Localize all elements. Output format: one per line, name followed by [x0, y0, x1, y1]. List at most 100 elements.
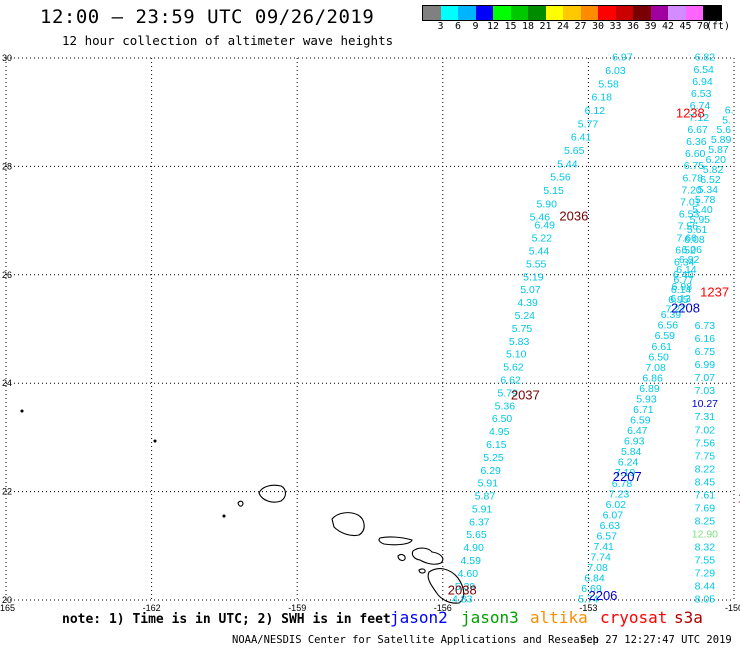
lat-tick-label: 22 — [2, 487, 12, 497]
wave-height-value: 5.62 — [503, 362, 524, 374]
map-subtitle: 12 hour collection of altimeter wave hei… — [62, 33, 394, 48]
wave-height-value: 5.87 — [475, 491, 496, 503]
wave-height-value: 7.69 — [695, 502, 716, 514]
wave-height-value: 5.83 — [509, 336, 530, 348]
islet-1 — [20, 409, 24, 413]
legend-tick: 39 — [644, 21, 657, 32]
wave-height-value: 5.19 — [523, 271, 544, 283]
wave-height-value: 5.75 — [512, 323, 533, 335]
footnote: note: 1) Time is in UTC; 2) SWH is in fe… — [62, 612, 391, 627]
wave-height-value: 8.45 — [695, 476, 716, 488]
satellite-s3a: s3a — [674, 608, 703, 627]
wave-height-value: 6.62 — [500, 374, 521, 386]
wave-height-value: 10.27 — [692, 398, 718, 410]
wave-height-value: 8.05 — [695, 594, 716, 606]
pass-time-label: 2037 — [511, 387, 540, 402]
wave-height-value: 6.15 — [486, 439, 507, 451]
islet-3 — [222, 514, 226, 518]
wave-height-value: 6.47 — [627, 425, 648, 437]
wave-height-value: 6.69 — [581, 583, 602, 595]
wave-height-value: 5.15 — [543, 185, 564, 197]
wave-height-value: 5.36 — [495, 400, 516, 412]
wave-height-value: 6.77 — [674, 274, 695, 286]
lat-tick-label: 28 — [2, 161, 12, 171]
wave-height-value: 6.71 — [633, 404, 654, 416]
wave-height-value: 6.60 — [685, 148, 706, 160]
satellite-jason2: jason2 — [390, 608, 448, 627]
wave-height-value: 6.39 — [661, 309, 682, 321]
satellite-jason3: jason3 — [461, 608, 519, 627]
legend-swatch — [668, 6, 686, 20]
wave-height-value: 6.82 — [695, 52, 716, 64]
wave-height-value: 6.97 — [612, 52, 633, 64]
wave-height-value: 5.77 — [578, 118, 599, 130]
legend-tick: 3 — [437, 21, 444, 32]
lon-tick-label: -165 — [0, 603, 15, 613]
wave-height-value: 6.29 — [480, 465, 501, 477]
wave-height-value: 4.39 — [517, 297, 538, 309]
wave-height-value: 6.07 — [603, 509, 624, 521]
wave-height-value: 5.40 — [692, 204, 713, 216]
wave-height-value: 4.60 — [458, 568, 479, 580]
wave-height-value: 7.29 — [695, 568, 716, 580]
wave-height-value: 6.57 — [597, 530, 618, 542]
legend-tick: 9 — [472, 21, 479, 32]
wave-height-value: 6.84 — [584, 573, 605, 585]
legend-tick: 24 — [556, 21, 570, 32]
wave-height-value: 6.50 — [648, 351, 669, 363]
legend-swatch — [528, 6, 546, 20]
wave-height-value: 6.41 — [571, 132, 592, 144]
wave-height-value: 6.12 — [585, 105, 606, 117]
lon-tick-label: -150 — [725, 603, 740, 613]
wave-height-value: 6.75 — [695, 346, 716, 358]
wave-height-value: 6.50 — [492, 413, 513, 425]
pass-time-label: 1237 — [700, 284, 729, 299]
wave-height-value: 7.08 — [645, 362, 666, 374]
island-oahu — [331, 512, 365, 537]
wave-height-value: 5.89 — [711, 134, 732, 146]
wave-height-value: 8.44 — [695, 581, 716, 593]
wave-height-value: 6.98 — [672, 281, 693, 293]
wave-height-value: 6.73 — [695, 320, 716, 332]
wave-height-value: 7.56 — [695, 437, 716, 449]
wave-height-value: 7.75 — [695, 450, 716, 462]
wave-height-value: 7.07 — [695, 372, 716, 384]
wave-height-value: 6. — [725, 104, 734, 116]
wave-height-value: 6.74 — [690, 100, 711, 112]
legend-swatch — [703, 6, 721, 20]
wave-height-value: 6.75 — [684, 160, 705, 172]
wave-height-value: 5.95 — [690, 214, 711, 226]
wave-height-value: 8.22 — [695, 463, 716, 475]
wave-height-value: 6.08 — [684, 234, 705, 246]
wave-height-value: 5.79 — [498, 387, 519, 399]
wave-height-value: 5.34 — [698, 184, 719, 196]
wave-height-value: 7.02 — [695, 424, 716, 436]
wave-height-value: 6.52 — [675, 245, 696, 257]
pass-time-label: 2208 — [671, 301, 700, 316]
legend-swatch — [423, 6, 441, 20]
wave-height-value: 7.12 — [689, 112, 710, 124]
wave-height-value: 8.25 — [695, 516, 716, 528]
legend-tick: 33 — [609, 21, 622, 32]
wave-height-value: 7.55 — [695, 555, 716, 567]
satellite-altika: altika — [530, 608, 588, 627]
wave-height-value: 7.27 — [666, 304, 687, 316]
coastlines — [20, 409, 465, 604]
legend-tick: 15 — [504, 21, 517, 32]
wave-height-value: 6.95 — [668, 294, 689, 306]
pass-time-label: 123 — [738, 490, 740, 505]
wave-height-value: 7.31 — [695, 411, 716, 423]
legend-swatch — [650, 6, 668, 20]
island-niihau — [237, 500, 244, 507]
wave-height-value: 7.23 — [609, 488, 630, 500]
wave-height-value: 7.41 — [593, 541, 614, 553]
legend-swatch — [440, 6, 458, 20]
axis-labels: -165 -162 -159 -156 -153 -150 20 22 24 26 28 30 — [0, 53, 740, 613]
wave-height-value: 6.16 — [695, 333, 716, 345]
wave-height-value: 6.24 — [618, 457, 639, 469]
legend-tick: 70 — [696, 21, 710, 32]
wave-height-value: 6.14 — [671, 284, 692, 296]
wave-height-value: 5.65 — [466, 529, 487, 541]
wave-height-value: 6.94 — [692, 76, 713, 88]
lat-tick-label: 26 — [2, 270, 12, 280]
